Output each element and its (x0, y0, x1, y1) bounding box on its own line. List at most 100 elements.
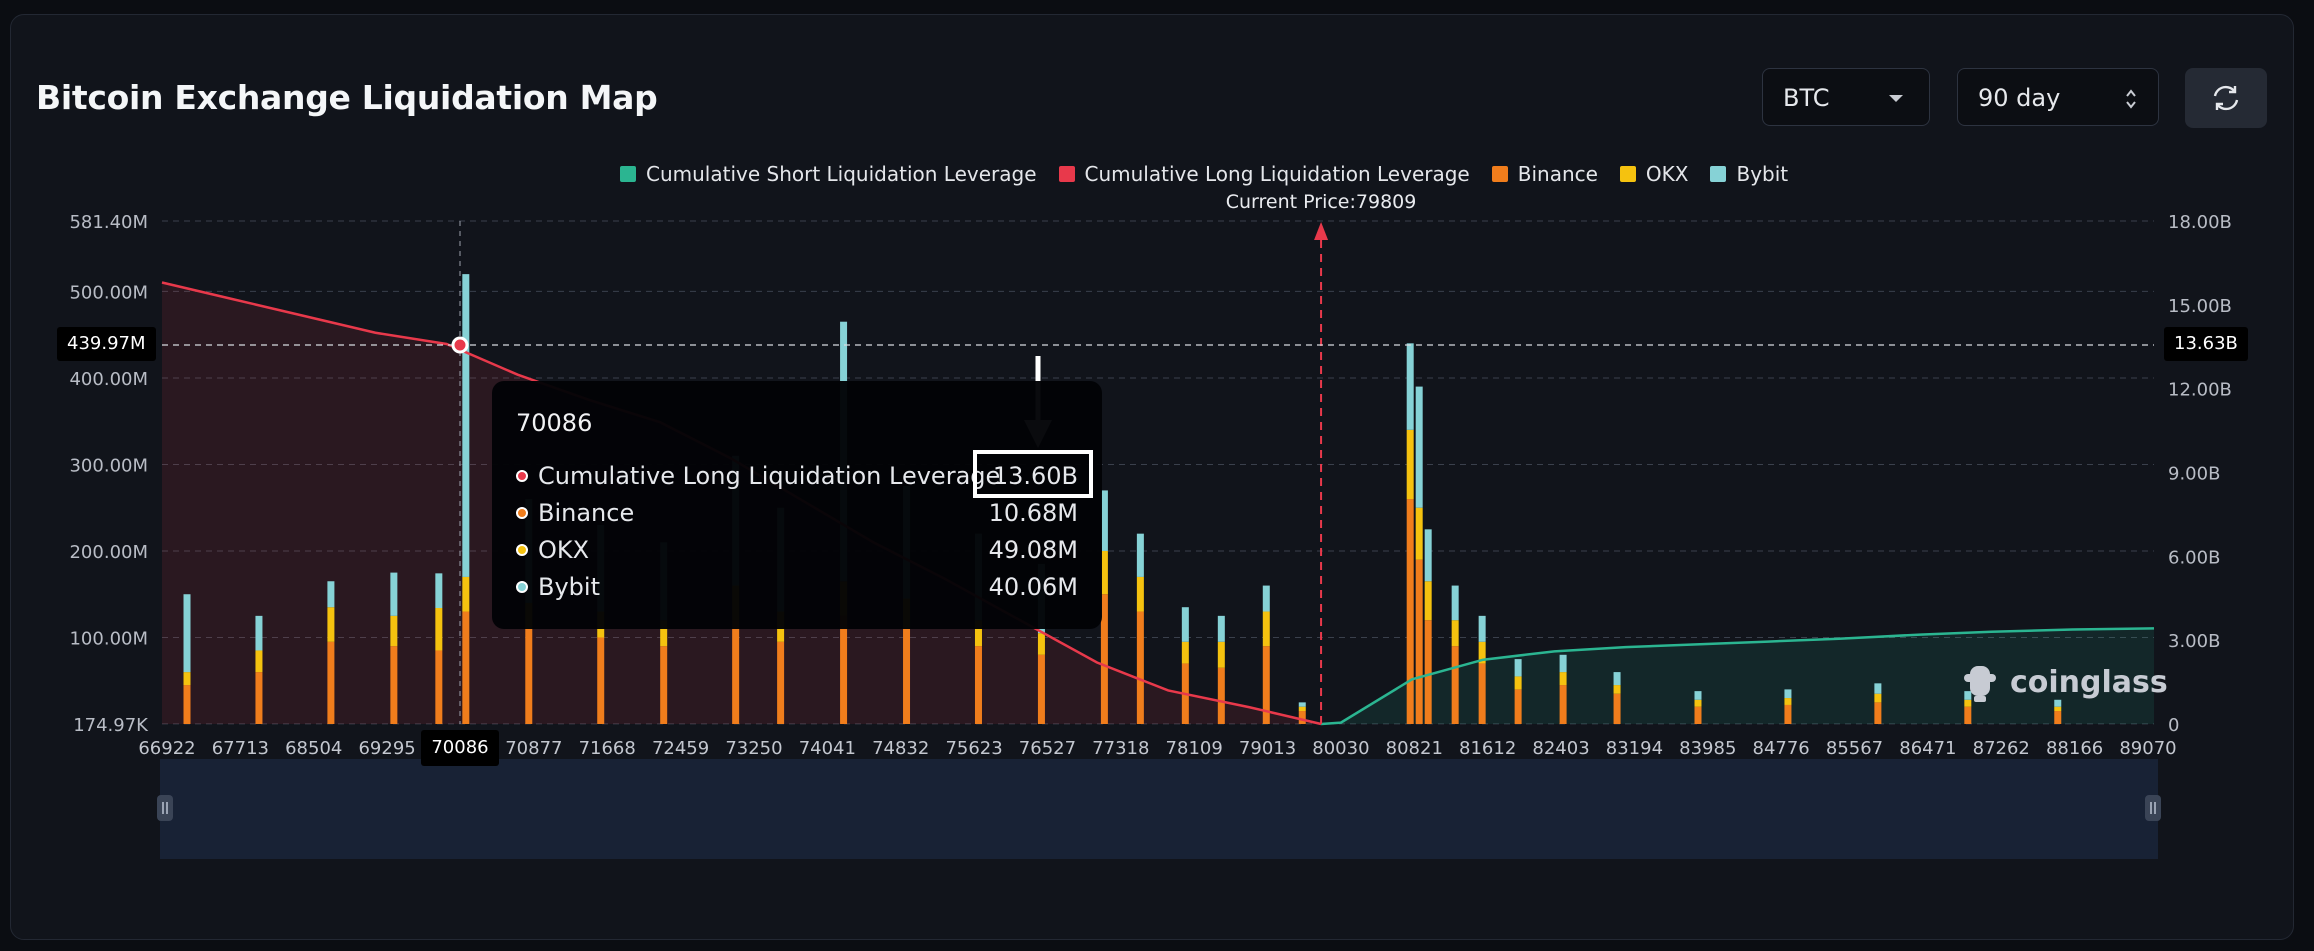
chevron-down-icon (1889, 95, 1903, 102)
up-down-chevron-icon (2126, 89, 2136, 109)
bar-segment-bybit (1136, 533, 1144, 577)
x-tick-label: 85567 (1826, 738, 1883, 759)
bar-segment-okx (1694, 699, 1702, 707)
legend-item-binance[interactable]: Binance (1491, 162, 1598, 186)
y-right-tick-label: 15.00B (2168, 296, 2232, 317)
bar-segment-bybit (1478, 615, 1486, 642)
bar-segment-okx (1136, 576, 1144, 612)
bar-segment-binance (327, 641, 335, 724)
bar-segment-binance (1559, 685, 1567, 724)
legend-item-bybit[interactable]: Bybit (1710, 162, 1788, 186)
legend-swatch (1619, 166, 1636, 182)
x-tick-label: 87262 (1973, 738, 2030, 759)
bar-segment-binance (1424, 620, 1432, 724)
x-tick-label: 84776 (1753, 738, 1810, 759)
refresh-button[interactable] (2185, 68, 2267, 128)
bar-segment-binance (1136, 611, 1144, 724)
bar-segment-binance (525, 628, 533, 724)
bar-segment-binance (660, 646, 668, 724)
watermark: coinglass (1960, 660, 2168, 704)
chart-legend: Cumulative Short Liquidation Leverage Cu… (620, 162, 1788, 186)
bar-segment-binance (1784, 704, 1792, 724)
x-tick-label: 81612 (1459, 738, 1516, 759)
bar-segment-bybit (1406, 343, 1414, 430)
x-tick-label: 82403 (1532, 738, 1589, 759)
short-cum-line (1320, 627, 2155, 726)
range-navigator[interactable] (160, 759, 2158, 859)
x-tick-label: 86471 (1899, 738, 1956, 759)
series-dot (516, 470, 528, 482)
bar-segment-binance (435, 650, 443, 724)
crosshair-x-label: 70086 (421, 730, 499, 766)
bar-segment-binance (777, 641, 785, 724)
bar-segment-binance (1406, 499, 1414, 724)
coin-select[interactable]: BTC (1762, 68, 1930, 126)
bar-segment-bybit (1424, 529, 1432, 582)
legend-item-long-cum[interactable]: Cumulative Long Liquidation Leverage (1058, 162, 1470, 186)
bar-segment-bybit (1100, 490, 1108, 551)
bar-segment-bybit (2054, 699, 2062, 707)
bar-segment-binance (732, 620, 740, 724)
tooltip-row-name: Cumulative Long Liquidation Leverage (538, 462, 1001, 490)
x-tick-label: 75623 (945, 738, 1002, 759)
bar-segment-okx (183, 672, 191, 686)
tooltip-row-value: 10.68M (988, 499, 1078, 527)
bar-segment-bybit (435, 573, 443, 609)
bar-segment-bybit (1415, 386, 1423, 508)
legend-item-short-cum[interactable]: Cumulative Short Liquidation Leverage (620, 162, 1037, 186)
bar-segment-binance (255, 672, 263, 724)
bar-segment-okx (435, 608, 443, 651)
bar-segment-bybit (1874, 683, 1882, 694)
bar-segment-binance (183, 685, 191, 724)
bar-segment-okx (1217, 641, 1225, 668)
bar-segment-okx (1415, 507, 1423, 560)
legend-swatch (1058, 166, 1075, 182)
legend-label: Cumulative Long Liquidation Leverage (1084, 162, 1470, 186)
tooltip-title: 70086 (516, 409, 593, 437)
bar-segment-binance (1514, 689, 1522, 724)
current-price-arrow (1314, 222, 1329, 240)
bar-segment-bybit (1451, 585, 1459, 621)
y-right-tick-label: 3.00B (2168, 631, 2220, 652)
crosshair-y-left-label: 439.97M (57, 327, 156, 361)
x-tick-label: 72459 (652, 738, 709, 759)
bar-segment-bybit (1694, 691, 1702, 700)
x-tick-label: 76527 (1019, 738, 1076, 759)
bar-segment-okx (1784, 698, 1792, 705)
bar-segment-binance (1037, 654, 1045, 724)
bar-segment-binance (1964, 706, 1972, 724)
bar-segment-okx (1406, 429, 1414, 500)
bar-segment-binance (2054, 711, 2062, 724)
tooltip-row: OKX 49.08M (516, 534, 1078, 568)
x-tick-label: 71668 (579, 738, 636, 759)
x-tick-label: 83985 (1679, 738, 1736, 759)
y-right-tick-label: 12.00B (2168, 380, 2232, 401)
bar-segment-binance (1694, 706, 1702, 724)
bar-segment-binance (903, 628, 911, 724)
bar-segment-binance (1100, 594, 1108, 724)
legend-swatch (1491, 166, 1508, 182)
bar-segment-bybit (1784, 689, 1792, 699)
x-tick-label: 80821 (1386, 738, 1443, 759)
bar-segment-bybit (462, 274, 470, 577)
range-select[interactable]: 90 day (1957, 68, 2159, 126)
bar-segment-okx (1424, 581, 1432, 621)
watermark-text: coinglass (2010, 664, 2168, 700)
y-left-tick-label: 400.00M (69, 369, 148, 390)
bar-segment-okx (2054, 706, 2062, 712)
bar-segment-okx (1298, 706, 1306, 712)
x-tick-label: 88166 (2046, 738, 2103, 759)
y-right-tick-label: 0 (2168, 715, 2179, 736)
bar-segment-binance (390, 646, 398, 724)
navigator-right-handle[interactable] (2145, 795, 2161, 821)
tooltip-row: Bybit 40.06M (516, 571, 1078, 605)
bar-segment-bybit (1262, 585, 1270, 612)
tooltip-row-name: Binance (538, 499, 635, 527)
bar-segment-okx (1262, 611, 1270, 647)
bar-segment-binance (597, 637, 605, 724)
short-cum-area (1321, 628, 2154, 724)
navigator-left-handle[interactable] (157, 795, 173, 821)
bar-segment-okx (1874, 693, 1882, 703)
legend-item-okx[interactable]: OKX (1619, 162, 1688, 186)
bar-segment-okx (255, 650, 263, 673)
